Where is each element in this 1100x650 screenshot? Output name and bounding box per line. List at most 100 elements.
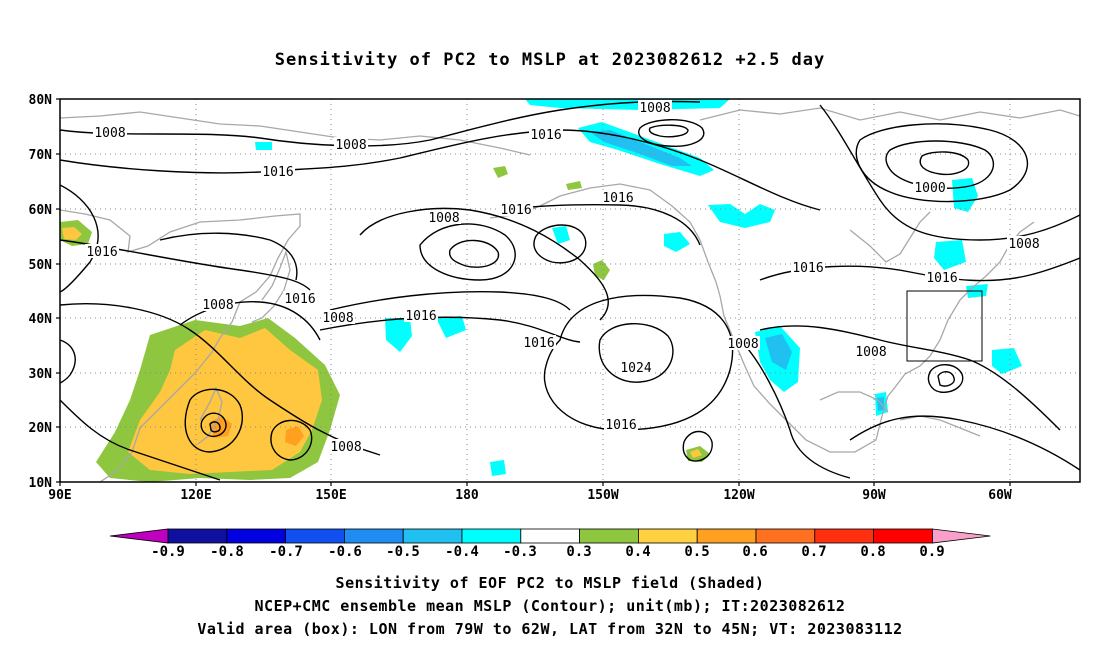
isobar-1000-low <box>200 412 227 438</box>
contour-label: 1016 <box>926 271 957 286</box>
negative-sensitivity-region <box>525 99 730 110</box>
isobar-1024-high <box>598 323 674 383</box>
contour-label: 1024 <box>620 361 651 376</box>
lat-label: 50N <box>29 258 53 273</box>
strong-positive-region <box>690 449 702 458</box>
isobar-1016 <box>60 339 76 384</box>
isobar-1008 <box>60 100 701 147</box>
north-america-arctic <box>699 107 1080 121</box>
gulf-of-mexico-coast <box>819 391 889 413</box>
isobar-1016 <box>849 415 1080 471</box>
latitude-labels: 80N 70N 60N 50N 40N 30N 20N 10N <box>29 93 53 491</box>
contour-label-background <box>638 100 672 114</box>
chart-title: Sensitivity of PC2 to MSLP at 2023082612… <box>274 50 826 70</box>
contour-label: 1008 <box>322 311 353 326</box>
negative-sensitivity-region <box>664 232 690 252</box>
negative-sensitivity-region <box>255 142 272 150</box>
lat-label: 30N <box>29 367 53 382</box>
negative-sensitivity-region <box>436 316 466 338</box>
colorbar-labels: -0.9 -0.8 -0.7 -0.6 -0.5 -0.4 -0.3 0.3 0… <box>151 544 945 560</box>
isobar-1008 <box>759 325 1061 431</box>
lat-label: 20N <box>29 421 53 436</box>
alaska-coastline <box>489 183 1035 453</box>
contour-label: 1008 <box>335 138 366 153</box>
graticule <box>60 99 1080 482</box>
contour-label: 1008 <box>94 126 125 141</box>
isobar-1008-low <box>184 388 244 453</box>
caption-contour: NCEP+CMC ensemble mean MSLP (Contour); u… <box>254 597 846 615</box>
lon-label: 150E <box>315 488 346 503</box>
contour-label-background <box>261 164 295 178</box>
colorbar-label: -0.4 <box>445 544 479 560</box>
isobar-1008 <box>329 291 571 311</box>
contour-label-background <box>601 190 635 204</box>
contour-labels: 1008 1008 1016 1016 1008 1016 1016 1000 1008 1008… <box>85 100 1041 455</box>
contour-label-background <box>604 417 638 431</box>
strong-positive-region <box>62 227 82 240</box>
lon-label: 120W <box>723 488 754 503</box>
lon-label: 90E <box>48 488 71 503</box>
colorbar-box <box>285 528 345 544</box>
colorbar-label: 0.8 <box>860 544 885 560</box>
colorbar-label: 0.9 <box>919 544 944 560</box>
colorbar-triangle <box>109 528 169 544</box>
lat-label: 80N <box>29 93 53 108</box>
contour-label-background <box>619 360 653 374</box>
negative-sensitivity-region <box>952 178 978 212</box>
lon-label: 150W <box>587 488 618 503</box>
colorbar-box <box>696 528 757 544</box>
contour-label-background <box>201 297 235 311</box>
isobar-1008 <box>885 140 995 189</box>
isobar-1016 <box>499 203 701 246</box>
colorbar-label: -0.9 <box>151 544 185 560</box>
isobar-1008 <box>60 303 381 456</box>
lon-label: 90W <box>862 488 886 503</box>
lon-label: 120E <box>180 488 211 503</box>
contour-label: 1016 <box>86 245 117 260</box>
lat-label: 70N <box>29 148 53 163</box>
colorbar-box <box>638 528 698 544</box>
isobar-1008-low <box>927 364 964 393</box>
contour-label: 1008 <box>428 211 459 226</box>
colorbar-triangle <box>932 528 991 544</box>
colorbar-box <box>402 528 463 544</box>
sensitivity-shading <box>60 99 1022 482</box>
isobar-1016 <box>159 232 298 281</box>
isobar-1000-low <box>448 239 500 268</box>
contour-label: 1008 <box>1008 237 1039 252</box>
colorbar-label: -0.8 <box>210 544 244 560</box>
caption-valid-area: Valid area (box): LON from 79W to 62W, L… <box>197 620 903 638</box>
negative-sensitivity-region <box>992 348 1022 374</box>
isobar-1016 <box>359 207 609 321</box>
positive-sensitivity-region <box>593 260 610 280</box>
isobar-1008-low <box>638 119 705 147</box>
lat-label: 10N <box>29 476 53 491</box>
colorbar <box>109 528 991 544</box>
contour-label-background <box>334 137 368 151</box>
colorbar-box <box>520 528 580 544</box>
contour-label-background <box>726 336 760 350</box>
colorbar-label: 0.3 <box>566 544 591 560</box>
asia-coastline <box>60 209 301 482</box>
japan-islands <box>251 249 291 323</box>
isobar-1016 <box>533 224 587 264</box>
isobar-1008 <box>819 104 1080 241</box>
contour-label-background <box>85 244 119 258</box>
colorbar-box <box>167 528 228 544</box>
colorbar-box <box>343 528 404 544</box>
contour-label: 1016 <box>284 292 315 307</box>
colorbar-label: -0.7 <box>269 544 303 560</box>
colorbar-box <box>579 528 639 544</box>
isobar-1008-low <box>419 223 516 281</box>
caption-shading: Sensitivity of EOF PC2 to MSLP field (Sh… <box>335 574 765 592</box>
negative-sensitivity-region <box>385 318 412 352</box>
negative-sensitivity-region <box>934 240 966 270</box>
isobar-1016 <box>543 294 734 431</box>
positive-sensitivity-region <box>493 166 508 178</box>
contour-label: 1008 <box>330 440 361 455</box>
contour-label-background <box>404 308 438 322</box>
hudson-bay-coast <box>849 211 931 263</box>
colorbar-box <box>814 528 874 544</box>
colorbar-box <box>755 528 816 544</box>
